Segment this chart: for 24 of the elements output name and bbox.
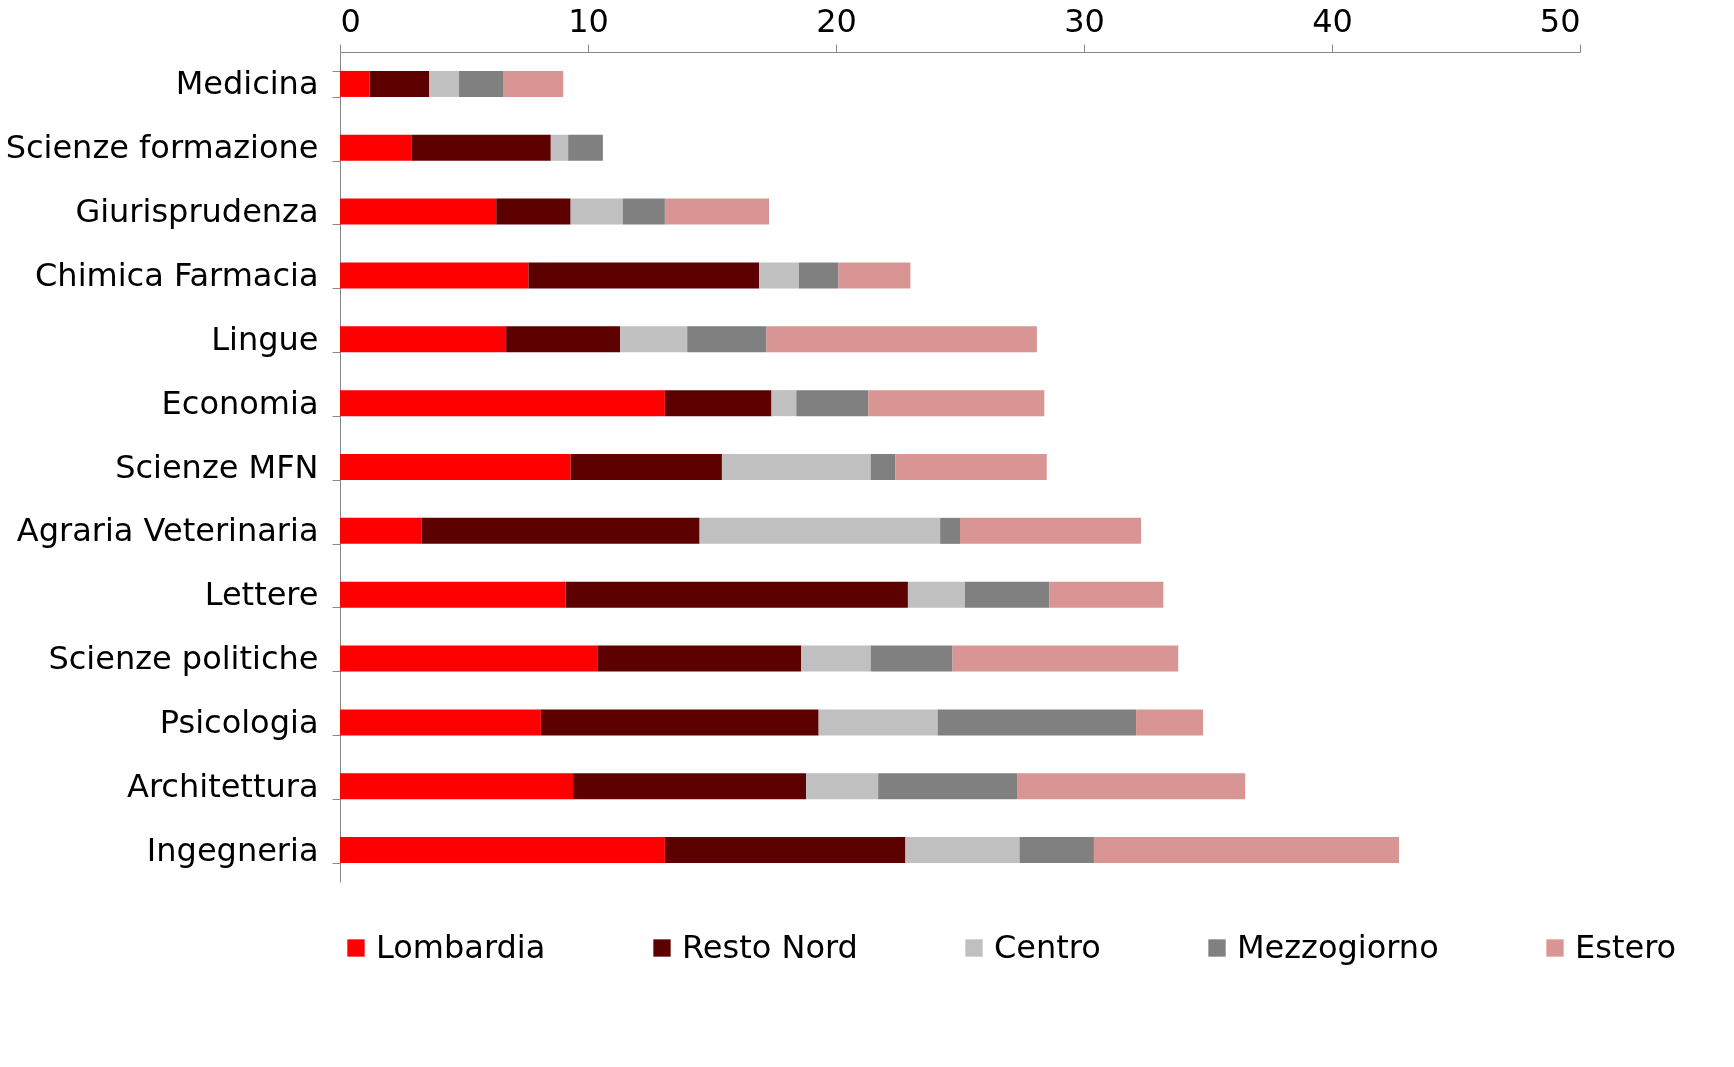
legend-label: Lombardia xyxy=(376,928,546,966)
x-tick-label: 50 xyxy=(1539,1,1581,40)
y-tick-label: Medicina xyxy=(175,64,319,103)
y-tick-label: Architettura xyxy=(127,766,319,805)
legend-label: Resto Nord xyxy=(682,928,858,966)
legend-label: Centro xyxy=(994,928,1101,966)
x-tick-label: 0 xyxy=(340,1,361,40)
y-tick-label: Lingue xyxy=(211,319,319,358)
y-tick-label: Chimica Farmacia xyxy=(35,255,319,294)
y-tick-label: Ingegneria xyxy=(146,830,319,869)
y-tick-label: Giurisprudenza xyxy=(75,192,319,231)
legend-label: Mezzogiorno xyxy=(1237,928,1439,966)
y-tick-label: Psicologia xyxy=(159,702,319,741)
legend-label: Estero xyxy=(1575,928,1677,966)
y-tick-label: Scienze formazione xyxy=(5,128,319,167)
y-tick-label: Scienze politiche xyxy=(48,639,319,678)
x-tick-label: 20 xyxy=(816,1,857,40)
x-tick-label: 30 xyxy=(1064,1,1105,40)
y-tick-label: Scienze MFN xyxy=(115,447,319,486)
y-tick-label: Agraria Veterinaria xyxy=(16,511,319,550)
y-tick-label: Lettere xyxy=(204,575,319,614)
y-tick-label: Economia xyxy=(161,383,319,422)
x-tick-label: 40 xyxy=(1312,1,1353,40)
x-tick-label: 10 xyxy=(568,1,609,40)
